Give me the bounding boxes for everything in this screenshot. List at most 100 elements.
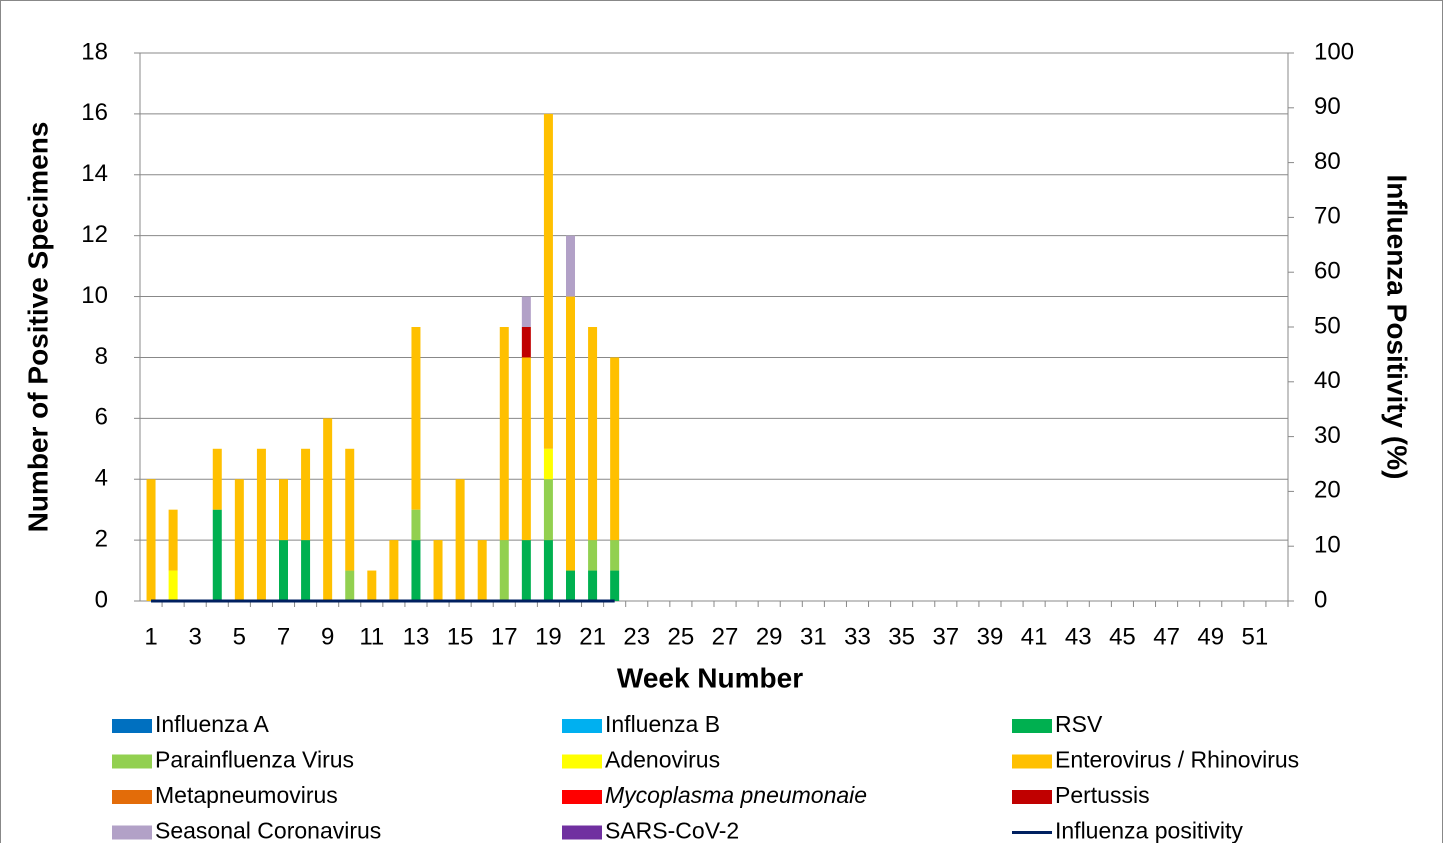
- bar-segment: [168, 509, 178, 571]
- y2-tick-label: 10: [1314, 532, 1341, 559]
- y2-axis-title: Influenza Positivity (%): [1382, 175, 1413, 480]
- x-tick-label: 51: [1242, 623, 1269, 650]
- legend-label: Enterovirus / Rhinovirus: [1055, 747, 1299, 773]
- x-axis-title: Week Number: [617, 662, 803, 693]
- x-tick-label: 25: [668, 623, 695, 650]
- bar-segment: [345, 570, 355, 601]
- bar-segment: [168, 570, 178, 601]
- bar-segment: [389, 540, 399, 601]
- legend-swatch: [562, 719, 602, 733]
- bar-segment: [543, 448, 553, 480]
- bar-segment: [455, 479, 465, 601]
- y-tick-label: 16: [81, 99, 108, 126]
- bar-segment: [521, 357, 531, 541]
- y2-tick-label: 20: [1314, 477, 1341, 504]
- y2-tick-label: 50: [1314, 312, 1341, 339]
- y2-tick-label: 60: [1314, 258, 1341, 285]
- bar-segment: [499, 540, 509, 601]
- x-tick-label: 21: [579, 623, 606, 650]
- bar-segment: [566, 235, 575, 297]
- legend-swatch: [562, 790, 602, 804]
- legend-label: Pertussis: [1055, 782, 1150, 808]
- legend-label: Influenza A: [155, 711, 269, 737]
- x-tick-label: 5: [233, 623, 246, 650]
- x-tick-label: 13: [403, 623, 430, 650]
- bar-segment: [610, 540, 620, 571]
- legend-label: Metapneumovirus: [155, 782, 338, 808]
- bar-segment: [212, 509, 222, 601]
- legend-swatch: [1012, 719, 1052, 733]
- bar-segment: [566, 296, 575, 571]
- x-tick-label: 35: [888, 623, 915, 650]
- x-tick-label: 37: [932, 623, 959, 650]
- legend-label: Adenovirus: [605, 747, 720, 773]
- legend-swatch: [112, 790, 152, 804]
- bar-segment: [279, 479, 288, 541]
- y2-tick-label: 30: [1314, 422, 1341, 449]
- x-tick-label: 41: [1021, 623, 1048, 650]
- bar-segment: [521, 327, 531, 358]
- bar-segment: [367, 570, 377, 601]
- bar-segment: [588, 570, 598, 601]
- x-tick-label: 15: [447, 623, 474, 650]
- x-tick-label: 33: [844, 623, 871, 650]
- bar-segment: [499, 327, 509, 541]
- x-tick-label: 7: [277, 623, 290, 650]
- y-tick-label: 2: [95, 525, 108, 552]
- bar-segment: [212, 448, 222, 510]
- y-tick-label: 14: [81, 160, 108, 187]
- x-tick-label: 9: [321, 623, 334, 650]
- legend-swatch: [112, 825, 152, 840]
- y2-tick-label: 40: [1314, 367, 1341, 394]
- bar-segment: [411, 327, 421, 510]
- legend-swatch: [562, 825, 602, 840]
- x-tick-label: 45: [1109, 623, 1136, 650]
- bar-segment: [543, 479, 553, 541]
- legend-label: Influenza positivity: [1055, 818, 1243, 843]
- x-tick-label: 43: [1065, 623, 1092, 650]
- bar-segment: [234, 479, 244, 601]
- x-tick-label: 29: [756, 623, 783, 650]
- x-tick-label: 11: [359, 623, 384, 650]
- y-tick-label: 0: [95, 586, 108, 613]
- legend-label: Influenza B: [605, 711, 720, 737]
- y-tick-label: 4: [95, 465, 108, 492]
- bar-segment: [411, 540, 421, 601]
- legend-label: Parainfluenza Virus: [155, 747, 354, 773]
- bar-segment: [543, 113, 553, 449]
- y-tick-label: 10: [81, 282, 108, 309]
- x-tick-label: 49: [1197, 623, 1224, 650]
- legend-label: SARS-CoV-2: [605, 818, 739, 843]
- legend-label: Seasonal Coronavirus: [155, 818, 381, 843]
- y2-tick-label: 70: [1314, 203, 1341, 230]
- legend-swatch: [562, 754, 602, 769]
- legend-swatch: [112, 719, 152, 733]
- x-tick-label: 17: [491, 623, 518, 650]
- y2-tick-label: 100: [1314, 38, 1354, 65]
- y-tick-label: 18: [81, 38, 108, 65]
- bar-segment: [610, 570, 620, 601]
- bar-segment: [345, 448, 355, 571]
- x-tick-label: 27: [712, 623, 739, 650]
- bar-segment: [146, 479, 156, 601]
- bar-segment: [477, 540, 487, 601]
- x-tick-label: 31: [800, 623, 827, 650]
- legend-swatch: [1012, 754, 1052, 769]
- x-tick-label: 47: [1153, 623, 1180, 650]
- bar-segment: [543, 540, 553, 601]
- bar-segment: [256, 448, 266, 601]
- y2-tick-label: 80: [1314, 148, 1341, 175]
- y-tick-label: 12: [81, 221, 108, 248]
- y2-tick-label: 0: [1314, 586, 1327, 613]
- y2-tick-label: 90: [1314, 93, 1341, 120]
- bar-segment: [301, 540, 311, 601]
- x-tick-label: 3: [189, 623, 202, 650]
- legend-swatch: [112, 754, 152, 769]
- legend-swatch: [1012, 790, 1052, 804]
- y-tick-label: 8: [95, 343, 108, 370]
- x-tick-label: 39: [977, 623, 1004, 650]
- bar-segment: [323, 418, 333, 601]
- bar-segment: [566, 570, 575, 601]
